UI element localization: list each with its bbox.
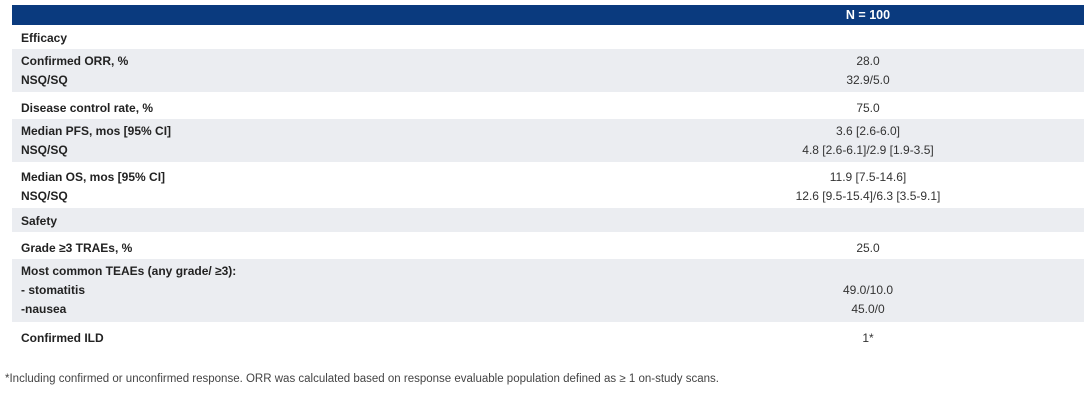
row-label: Confirmed ORR, %	[21, 54, 129, 68]
row-value-cell: 28.0 32.9/5.0	[652, 49, 1084, 92]
row-subvalue: 12.6 [9.5-15.4]/6.3 [3.5-9.1]	[795, 189, 941, 203]
row-sublabel: NSQ/SQ	[21, 189, 68, 203]
table-row-teaes: Most common TEAEs (any grade/ ≥3): - sto…	[12, 259, 1084, 322]
table-row-traes: Grade ≥3 TRAEs, % 25.0	[12, 232, 1084, 259]
row-label: Grade ≥3 TRAEs, %	[12, 232, 652, 259]
row-label: Most common TEAEs (any grade/ ≥3):	[21, 264, 237, 278]
row-sublabel-nausea: -nausea	[21, 302, 67, 316]
row-label-cell: Median PFS, mos [95% CI] NSQ/SQ	[12, 119, 652, 162]
row-subvalue: 4.8 [2.6-6.1]/2.9 [1.9-3.5]	[802, 143, 934, 157]
row-label-cell: Median OS, mos [95% CI] NSQ/SQ	[12, 162, 652, 208]
header-n-cell: N = 100	[652, 5, 1084, 25]
row-sublabel-stomatitis: - stomatitis	[21, 283, 86, 297]
table-row-ild: Confirmed ILD 1*	[12, 322, 1084, 349]
row-value: 25.0	[652, 232, 1084, 259]
row-value-nausea: 45.0/0	[851, 302, 885, 316]
table-row-dcr: Disease control rate, % 75.0	[12, 92, 1084, 119]
section-row-safety: Safety	[12, 208, 1084, 232]
section-label-efficacy: Efficacy	[12, 25, 652, 49]
row-label: Disease control rate, %	[12, 92, 652, 119]
row-value-cell: 49.0/10.0 45.0/0	[652, 259, 1084, 322]
data-table-container: N = 100 Efficacy Confirmed ORR, % NSQ/SQ…	[12, 5, 1084, 349]
row-value: 28.0	[856, 54, 880, 68]
row-sublabel: NSQ/SQ	[21, 143, 68, 157]
row-label: Median OS, mos [95% CI]	[21, 170, 166, 184]
table-header-row: N = 100	[12, 5, 1084, 25]
row-sublabel: NSQ/SQ	[21, 73, 68, 87]
row-value-stomatitis: 49.0/10.0	[842, 283, 894, 297]
section-label-safety: Safety	[12, 208, 652, 232]
row-subvalue: 32.9/5.0	[846, 73, 890, 87]
row-label: Confirmed ILD	[12, 322, 652, 349]
footnote: *Including confirmed or unconfirmed resp…	[5, 373, 719, 385]
table-row-pfs: Median PFS, mos [95% CI] NSQ/SQ 3.6 [2.6…	[12, 119, 1084, 162]
table-row-os: Median OS, mos [95% CI] NSQ/SQ 11.9 [7.5…	[12, 162, 1084, 208]
row-value: 11.9 [7.5-14.6]	[829, 170, 907, 184]
row-label: Median PFS, mos [95% CI]	[21, 124, 172, 138]
section-row-efficacy: Efficacy	[12, 25, 1084, 49]
row-value: 1*	[652, 322, 1084, 349]
results-table: N = 100 Efficacy Confirmed ORR, % NSQ/SQ…	[12, 5, 1084, 349]
row-label-cell: Confirmed ORR, % NSQ/SQ	[12, 49, 652, 92]
row-value: 3.6 [2.6-6.0]	[835, 124, 901, 138]
row-value-cell: 11.9 [7.5-14.6] 12.6 [9.5-15.4]/6.3 [3.5…	[652, 162, 1084, 208]
table-row-orr: Confirmed ORR, % NSQ/SQ 28.0 32.9/5.0	[12, 49, 1084, 92]
header-blank-cell	[12, 5, 652, 25]
row-label-cell: Most common TEAEs (any grade/ ≥3): - sto…	[12, 259, 652, 322]
row-value-cell: 3.6 [2.6-6.0] 4.8 [2.6-6.1]/2.9 [1.9-3.5…	[652, 119, 1084, 162]
row-value: 75.0	[652, 92, 1084, 119]
